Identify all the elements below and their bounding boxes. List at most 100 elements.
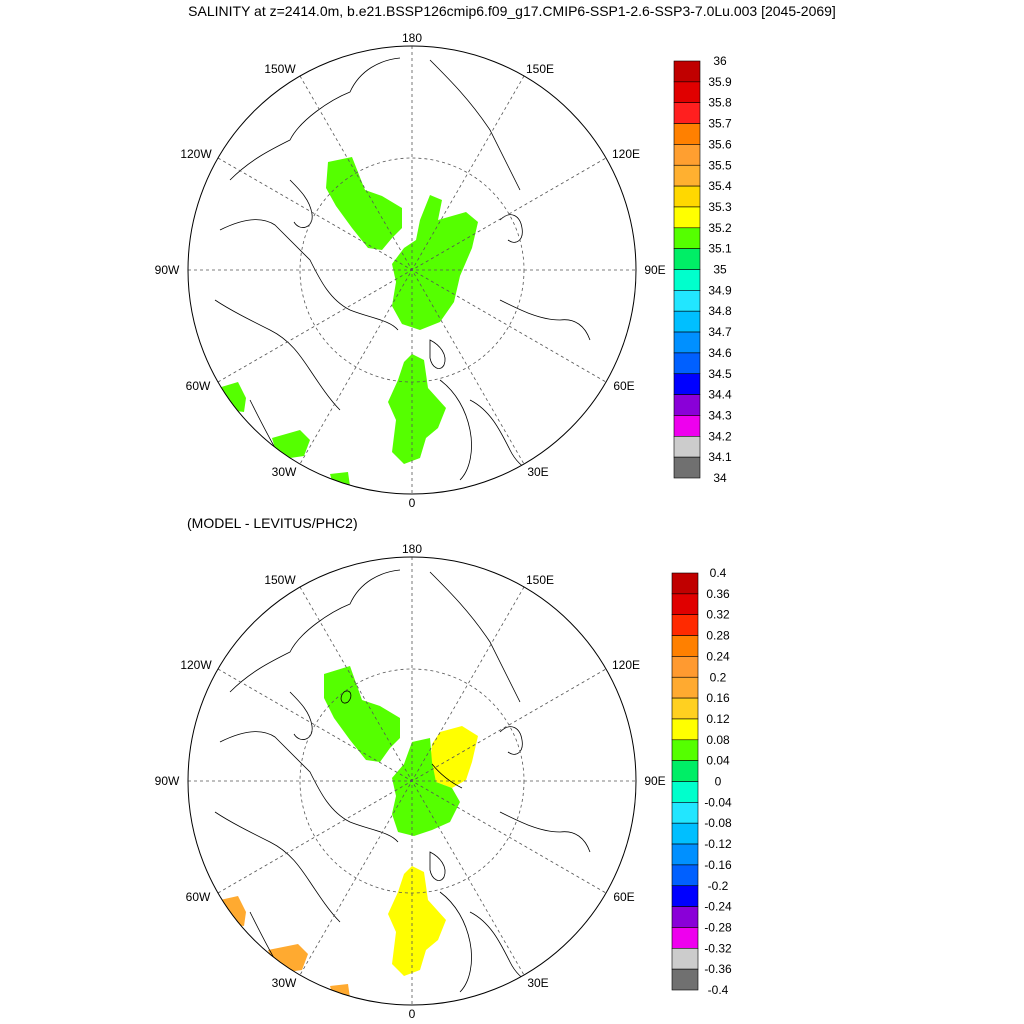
colorbar-label: 0.28	[706, 629, 730, 643]
lon-label-150e: 150E	[526, 573, 554, 587]
colorbar-swatch	[671, 843, 699, 866]
lon-label-180: 180	[402, 542, 422, 556]
map-boundary	[187, 45, 637, 495]
colorbar-label: 0.08	[706, 733, 730, 747]
fram-strait-patch	[388, 866, 446, 976]
colorbar-label: 0.24	[706, 649, 730, 663]
colorbar-label: 34.4	[708, 388, 732, 402]
colorbar-swatch	[673, 290, 701, 312]
colorbar-label: 0.32	[706, 608, 730, 622]
colorbar-label: 34.8	[708, 304, 732, 318]
difference-polar-map: 180 150E 120E 90E 60E 30E 0 30W 60W 90W …	[155, 542, 732, 1021]
colorbar-label: 36	[713, 54, 727, 68]
colorbar-swatch	[673, 227, 701, 249]
lon-label-60w: 60W	[186, 890, 211, 904]
colorbar-label: 0.12	[706, 712, 730, 726]
colorbar-swatch	[673, 206, 701, 229]
colorbar-swatch	[671, 614, 699, 636]
colorbar-swatch	[671, 885, 699, 907]
difference-colorbar: 0.4 0.36 0.32 0.28 0.24 0.2 0.16 0.12 0.08 0.04 0 -…	[671, 566, 732, 997]
colorbar-label: 34.3	[708, 408, 732, 422]
colorbar-label: 0.4	[710, 566, 727, 580]
colorbar-label: -0.16	[704, 858, 732, 872]
colorbar-label: 34.9	[708, 283, 732, 297]
colorbar-label: 35.2	[708, 221, 732, 235]
lon-label-30e: 30E	[527, 976, 548, 990]
colorbar-label: 34	[713, 471, 727, 485]
lon-label-60e: 60E	[613, 890, 634, 904]
colorbar-label: 35.5	[708, 158, 732, 172]
colorbar-swatch	[673, 102, 701, 124]
colorbar-swatch	[671, 802, 699, 824]
colorbar-label: -0.2	[708, 879, 729, 893]
fram-strait-patch	[388, 354, 446, 464]
colorbar-label: -0.4	[708, 983, 729, 997]
colorbar-swatch	[673, 269, 701, 291]
colorbar-label: 34.2	[708, 429, 732, 443]
colorbar-label: 35.4	[708, 179, 732, 193]
colorbar-label: -0.04	[704, 795, 732, 809]
salinity-colorbar: 36 35.9 35.8 35.7 35.6 35.5 35.4 35.3 35.2 35.1 35…	[673, 54, 732, 485]
figure-title: SALINITY at z=2414.0m, b.e21.BSSP126cmip…	[188, 3, 836, 19]
colorbar-swatch	[673, 415, 701, 437]
canada-basin-patch	[324, 666, 400, 762]
lon-label-120w: 120W	[180, 658, 212, 672]
labrador-patch	[218, 382, 246, 412]
eurasian-basin-patch	[392, 738, 460, 836]
lon-label-30w: 30W	[272, 976, 297, 990]
colorbar-swatch	[673, 144, 701, 166]
colorbar-label: 35.7	[708, 117, 732, 131]
colorbar-label: 34.5	[708, 367, 732, 381]
lon-label-150w: 150W	[264, 62, 296, 76]
lon-label-90e: 90E	[644, 774, 665, 788]
colorbar-swatch	[673, 123, 701, 145]
colorbar-swatch	[673, 60, 701, 83]
greenland-south-patch-2	[330, 984, 350, 1000]
colorbar-label: 0.04	[706, 754, 730, 768]
lon-label-120e: 120E	[612, 147, 640, 161]
colorbar-label: 35.6	[708, 137, 732, 151]
colorbar-swatch	[671, 572, 699, 595]
colorbar-swatch	[671, 906, 699, 928]
colorbar-swatch	[671, 864, 699, 887]
colorbar-swatch	[671, 697, 699, 720]
colorbar-label: -0.36	[704, 962, 732, 976]
colorbar-swatch	[671, 718, 699, 741]
lon-label-0: 0	[409, 496, 416, 510]
colorbar-swatch	[671, 739, 699, 761]
eurasian-basin-patch	[392, 195, 478, 330]
colorbar-swatch	[671, 676, 699, 699]
canada-basin-patch	[326, 157, 402, 250]
colorbar-swatch	[673, 352, 701, 375]
colorbar-label: 0	[715, 775, 722, 789]
colorbar-swatch	[671, 635, 699, 657]
colorbar-swatch	[671, 822, 699, 845]
lon-label-0: 0	[409, 1007, 416, 1021]
colorbar-label: -0.12	[704, 837, 732, 851]
lon-label-90e: 90E	[644, 263, 665, 277]
colorbar-swatch	[671, 947, 699, 970]
coastline-contours	[214, 57, 591, 493]
colorbar-swatch	[671, 593, 699, 615]
difference-title: (MODEL - LEVITUS/PHC2)	[187, 515, 358, 531]
colorbar-label: 0.2	[710, 670, 727, 684]
salinity-polar-map: 180 150E 120E 90E 60E 30E 0 30W 60W 90W …	[155, 31, 732, 510]
colorbar-label: -0.08	[704, 816, 732, 830]
lon-label-120e: 120E	[612, 658, 640, 672]
lon-label-150e: 150E	[526, 62, 554, 76]
colorbar-swatch	[673, 185, 701, 208]
labrador-patch	[220, 896, 246, 926]
lon-label-60w: 60W	[186, 379, 211, 393]
colorbar-swatch	[673, 248, 701, 270]
colorbar-label: 35	[713, 263, 727, 277]
colorbar-swatch	[673, 310, 701, 333]
colorbar-label: 35.8	[708, 96, 732, 110]
lon-label-90w: 90W	[155, 263, 180, 277]
colorbar-label: 35.9	[708, 75, 732, 89]
colorbar-swatch	[673, 373, 701, 395]
colorbar-label: 35.3	[708, 200, 732, 214]
graticule	[188, 46, 636, 494]
lon-label-60e: 60E	[613, 379, 634, 393]
lon-label-180: 180	[402, 31, 422, 45]
colorbar-label: 34.1	[708, 450, 732, 464]
